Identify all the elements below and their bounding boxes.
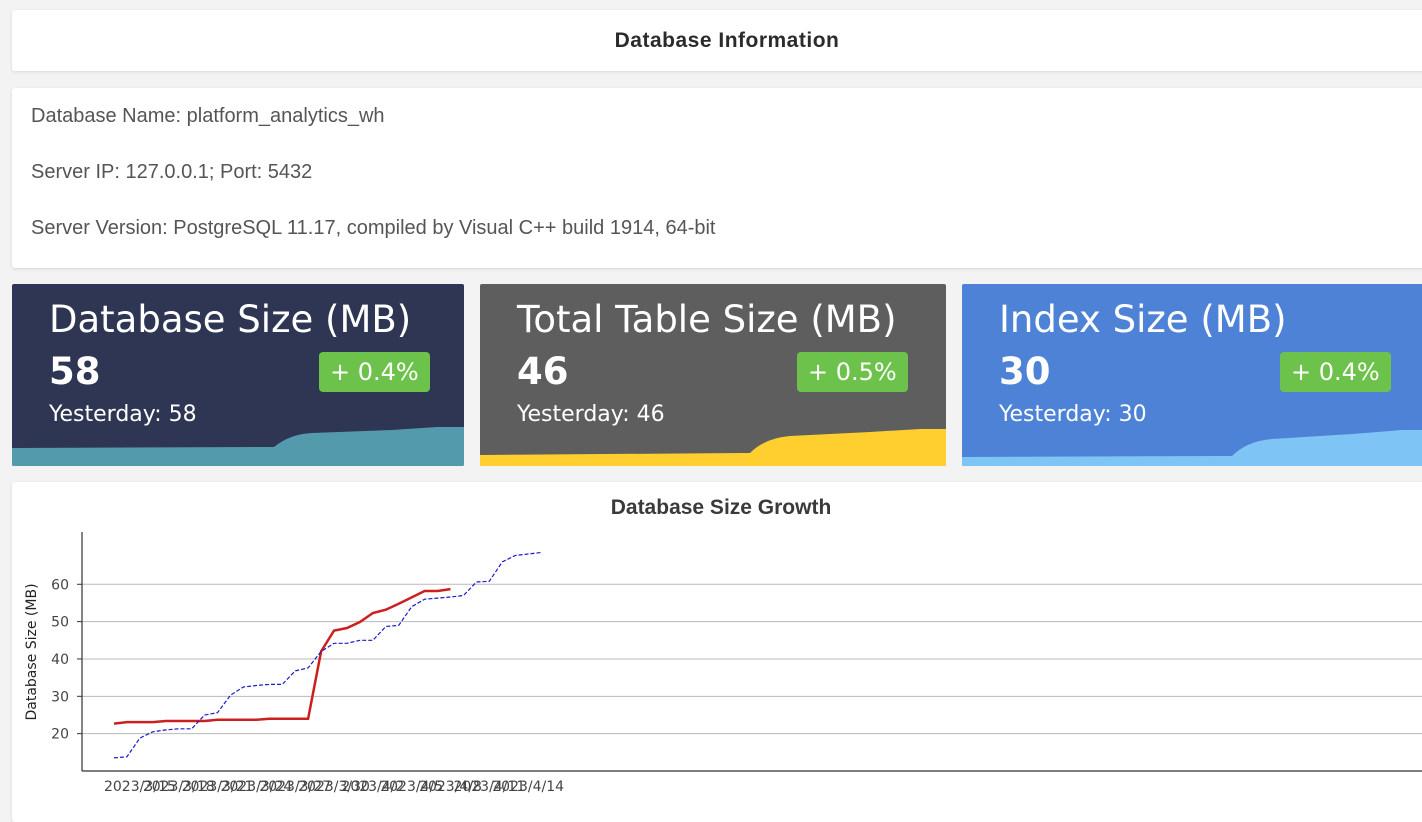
- y-tick-label: 40: [51, 652, 69, 668]
- x-tick-label: 2023/3/18: [143, 779, 215, 795]
- card-title: Database Size (MB): [49, 298, 412, 341]
- yesterday-text: Yesterday: 46: [517, 402, 665, 427]
- server-version-text: Server Version: PostgreSQL 11.17, compil…: [31, 217, 716, 239]
- x-tick-label: 2023/4/5: [380, 779, 443, 795]
- x-axis-ticks: 2023/3/152023/3/182023/3/212023/3/242023…: [104, 779, 564, 795]
- card-value: 58: [49, 350, 101, 393]
- y-tick-label: 50: [51, 615, 69, 631]
- x-tick-label: 2023/4/2: [341, 779, 404, 795]
- info-panel: Database Name: platform_analytics_wh Ser…: [12, 88, 1422, 268]
- trend-sparkline: [480, 429, 946, 466]
- x-tick-label: 2023/4/14: [492, 779, 564, 795]
- size-growth-chart: Database Size Growth Database Size (MB) …: [24, 496, 1422, 795]
- card-title: Total Table Size (MB): [517, 298, 897, 341]
- card-value: 30: [999, 350, 1051, 393]
- x-tick-label: 2023/3/27: [259, 779, 331, 795]
- series-line-solid: [113, 587, 451, 725]
- yesterday-text: Yesterday: 58: [49, 402, 197, 427]
- change-badge: + 0.4%: [1280, 352, 1391, 392]
- x-tick-label: 2023/4/8: [419, 779, 482, 795]
- y-tick-label: 60: [51, 577, 69, 593]
- x-tick-label: 2023/3/15: [104, 779, 176, 795]
- x-tick-label: 2023/4/11: [453, 779, 525, 795]
- header-panel: Database Information: [12, 10, 1422, 71]
- database-size-card: Database Size (MB) 58 + 0.4% Yesterday: …: [12, 284, 464, 466]
- sparkline-area: [12, 427, 464, 466]
- trend-sparkline: [12, 427, 464, 466]
- series-line-dashed: [113, 551, 542, 759]
- change-badge: + 0.4%: [319, 352, 430, 392]
- card-title: Index Size (MB): [999, 298, 1287, 341]
- card-value: 46: [517, 350, 569, 393]
- x-tick-label: 2023/3/21: [182, 779, 254, 795]
- series-lines: [113, 551, 542, 759]
- y-axis-ticks: 20 30 40 50 60: [51, 577, 82, 743]
- size-growth-chart-panel: Database Size Growth Database Size (MB) …: [12, 482, 1422, 822]
- chart-title: Database Size Growth: [611, 496, 832, 519]
- y-axis-label: Database Size (MB): [24, 583, 40, 720]
- chart-axes: [81, 532, 1422, 772]
- index-size-card: Index Size (MB) 30 + 0.4% Yesterday: 30: [962, 284, 1422, 466]
- y-tick-label: 20: [51, 727, 69, 743]
- x-tick-label: 2023/3/30: [298, 779, 370, 795]
- page-title: Database Information: [614, 28, 840, 52]
- database-name-text: Database Name: platform_analytics_wh: [31, 105, 385, 127]
- grid-lines: [82, 583, 1422, 735]
- y-tick-label: 30: [51, 689, 69, 705]
- server-address-text: Server IP: 127.0.0.1; Port: 5432: [31, 161, 313, 183]
- sparkline-area: [962, 430, 1422, 466]
- x-tick-label: 2023/3/24: [220, 779, 292, 795]
- total-table-size-card: Total Table Size (MB) 46 + 0.5% Yesterda…: [480, 284, 946, 466]
- trend-sparkline: [962, 430, 1422, 466]
- yesterday-text: Yesterday: 30: [999, 402, 1147, 427]
- sparkline-area: [480, 429, 946, 466]
- change-badge: + 0.5%: [797, 352, 908, 392]
